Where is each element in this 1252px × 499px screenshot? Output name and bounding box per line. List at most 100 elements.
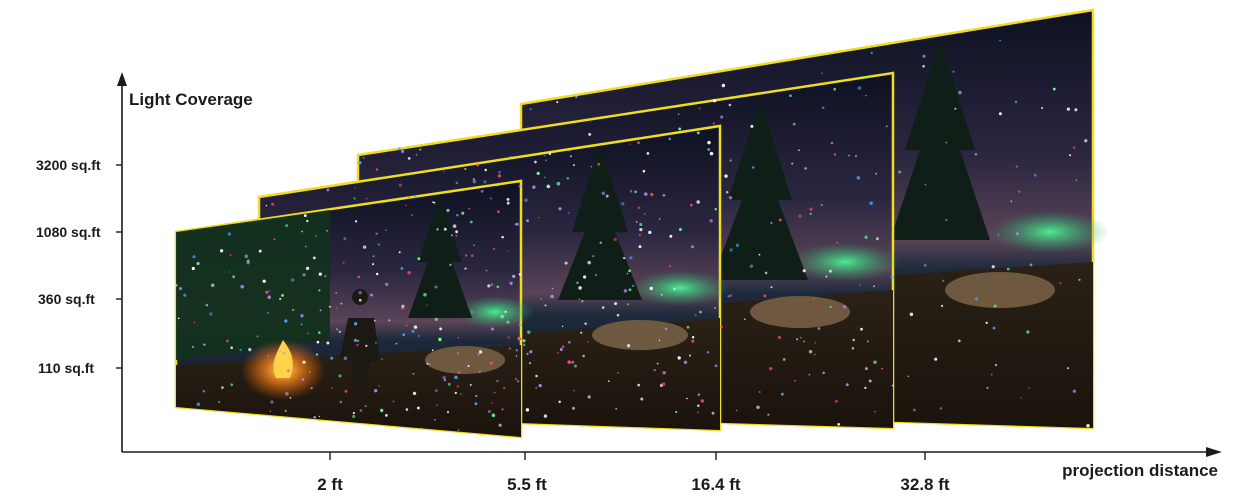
light-dot: [764, 271, 768, 275]
light-dot: [648, 230, 652, 235]
light-dot: [497, 210, 500, 213]
light-dot: [735, 243, 740, 247]
light-dot: [1018, 190, 1021, 193]
light-dot: [455, 234, 458, 237]
light-dot: [825, 275, 828, 278]
light-dot: [454, 375, 458, 380]
green-glow: [790, 242, 900, 282]
light-dot: [417, 406, 420, 410]
light-dot: [191, 345, 195, 349]
light-dot: [517, 336, 521, 341]
light-dot: [1074, 108, 1078, 112]
light-dot: [802, 340, 806, 343]
light-dot: [1015, 165, 1018, 168]
light-dot: [635, 220, 638, 223]
light-dot: [221, 386, 224, 389]
light-dot: [751, 166, 755, 169]
light-dot: [461, 211, 465, 215]
light-dot: [533, 160, 537, 164]
light-dot: [568, 150, 571, 152]
light-dot: [605, 194, 609, 198]
light-dot: [1026, 330, 1030, 334]
light-dot: [864, 367, 868, 371]
light-dot: [318, 415, 321, 418]
light-dot: [526, 352, 529, 356]
light-dot: [845, 383, 849, 387]
light-dot: [449, 263, 452, 266]
light-dot: [836, 241, 839, 244]
light-dot: [812, 297, 815, 300]
light-dot: [780, 392, 784, 396]
light-dot: [318, 289, 321, 292]
light-dot: [412, 391, 417, 396]
light-dot: [673, 287, 676, 291]
light-dot: [438, 337, 442, 342]
light-dot: [1075, 179, 1078, 182]
light-dot: [721, 83, 726, 88]
light-dot: [584, 322, 587, 325]
light-dot: [328, 305, 331, 308]
light-dot: [209, 312, 213, 316]
light-dot: [522, 339, 526, 343]
light-dot: [891, 384, 894, 387]
light-dot: [464, 267, 467, 270]
light-dot: [423, 293, 427, 297]
light-dot: [724, 174, 728, 178]
light-dot: [302, 273, 306, 277]
x-axis-title: projection distance: [1062, 461, 1218, 480]
light-dot: [522, 343, 526, 347]
light-dot: [467, 365, 470, 367]
light-dot: [319, 309, 322, 312]
light-dot: [573, 389, 575, 392]
light-dot: [262, 279, 266, 283]
light-dot: [385, 229, 387, 232]
light-dot: [661, 382, 666, 386]
light-dot: [524, 198, 528, 203]
light-dot: [543, 154, 546, 157]
light-dot: [638, 233, 641, 237]
light-dot: [468, 207, 471, 210]
light-dot: [460, 393, 462, 395]
light-dot: [945, 218, 948, 222]
light-dot: [658, 339, 661, 342]
light-dot: [282, 352, 285, 355]
light-dot: [857, 86, 862, 90]
light-dot: [308, 371, 311, 373]
light-dot: [457, 371, 461, 374]
light-dot: [480, 189, 484, 193]
light-dot: [400, 149, 405, 154]
light-dot: [514, 223, 518, 226]
light-dot: [830, 141, 834, 145]
light-dot: [290, 278, 295, 282]
light-dot: [646, 152, 650, 155]
light-dot: [457, 429, 460, 431]
light-dot: [271, 202, 275, 206]
light-dot: [922, 64, 925, 68]
light-dot: [434, 285, 438, 289]
light-dot: [852, 338, 855, 342]
light-dot: [398, 251, 401, 254]
light-dot: [778, 335, 781, 339]
light-dot: [998, 112, 1002, 116]
light-dot: [644, 192, 648, 196]
light-dot: [227, 232, 231, 236]
light-dot: [491, 413, 496, 418]
light-dot: [934, 357, 938, 361]
light-dot: [709, 151, 714, 156]
light-dot: [756, 405, 760, 410]
light-dot: [478, 370, 481, 373]
light-dot: [720, 325, 723, 329]
light-dot: [808, 373, 811, 376]
light-dot: [426, 362, 429, 365]
pine-tree-icon: [558, 145, 642, 300]
light-dot: [804, 167, 807, 170]
light-dot: [439, 327, 442, 331]
green-glow: [990, 210, 1110, 254]
light-dot: [668, 137, 672, 141]
light-dot: [986, 386, 989, 390]
light-dot: [318, 272, 322, 276]
light-dot: [456, 214, 459, 217]
light-dot: [712, 98, 717, 103]
light-dot: [365, 344, 368, 347]
light-dot: [442, 376, 446, 380]
